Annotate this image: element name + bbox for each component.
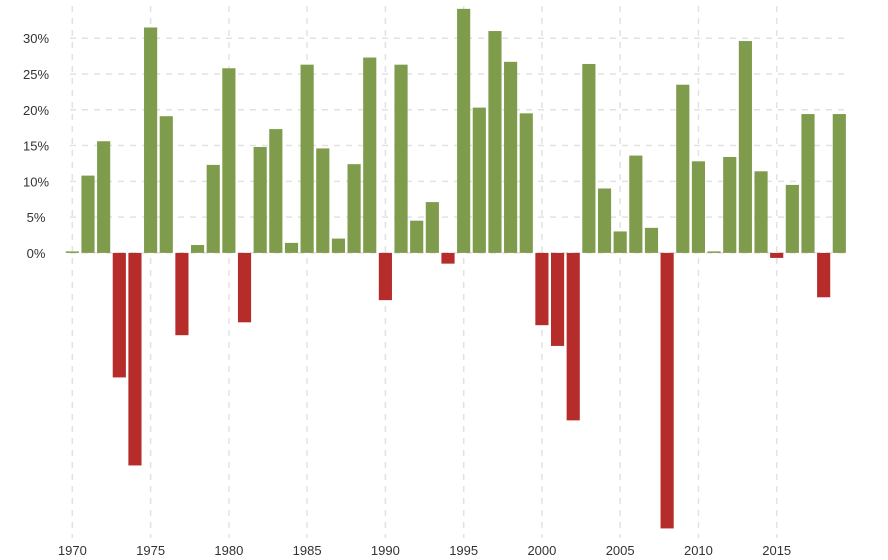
bar-1986 (316, 148, 330, 253)
bar-1970 (65, 251, 79, 253)
bar-2005 (613, 231, 627, 253)
bar-1997 (488, 31, 502, 253)
x-tick-label: 1975 (136, 543, 165, 558)
y-tick-label: 0% (27, 246, 46, 261)
bar-1981 (237, 252, 252, 323)
bar-2014 (754, 171, 768, 253)
x-tick-label: 2010 (684, 543, 713, 558)
bar-2010 (691, 161, 706, 253)
bar-2009 (676, 84, 690, 253)
x-tick-label: 1970 (58, 543, 87, 558)
y-axis-labels: 0% 5% 10% 15% 20% 25% 30% (23, 31, 49, 261)
bar-1987 (331, 238, 346, 253)
bar-1976 (159, 116, 173, 253)
x-tick-label: 2015 (762, 543, 791, 558)
x-tick-label: 1995 (449, 543, 478, 558)
bar-1972 (97, 141, 111, 253)
bar-1992 (410, 220, 424, 253)
bar-1990 (378, 252, 392, 301)
bar-1998 (504, 61, 518, 253)
bar-1994 (441, 252, 455, 264)
x-axis-labels: 1970 1975 1980 1985 1990 1995 2000 2005 2010 2015 (58, 543, 791, 558)
bar-2015 (770, 252, 784, 258)
x-tick-label: 2000 (527, 543, 556, 558)
x-tick-label: 1985 (293, 543, 322, 558)
bar-2018 (817, 252, 831, 298)
bar-2002 (566, 252, 580, 421)
bar-1975 (144, 27, 158, 253)
y-tick-label: 30% (23, 31, 49, 46)
bar-1971 (81, 175, 95, 253)
x-tick-label: 2005 (606, 543, 635, 558)
y-tick-label: 15% (23, 139, 49, 154)
x-tick-label: 1990 (371, 543, 400, 558)
bar-1978 (190, 245, 205, 253)
bar-2004 (597, 188, 612, 253)
bar-1995 (457, 8, 471, 253)
bar-1982 (253, 146, 267, 253)
bar-2000 (535, 252, 549, 326)
y-tick-label: 20% (23, 103, 49, 118)
bar-1973 (112, 252, 126, 378)
bar-1984 (284, 242, 299, 253)
bar-1999 (519, 113, 533, 253)
bar-2017 (801, 114, 815, 253)
bar-2006 (629, 155, 643, 253)
bar-1988 (347, 164, 361, 253)
bar-1985 (300, 64, 314, 253)
bar-2016 (785, 184, 799, 253)
y-tick-label: 10% (23, 174, 49, 189)
bar-1977 (175, 252, 189, 336)
x-tick-label: 1980 (214, 543, 243, 558)
bar-1974 (128, 252, 142, 466)
y-tick-label: 25% (23, 67, 49, 82)
bar-1983 (269, 129, 283, 253)
bar-1991 (394, 64, 408, 253)
bar-2008 (660, 252, 674, 529)
bar-1979 (206, 164, 220, 253)
bar-1993 (425, 202, 439, 253)
bar-2003 (582, 63, 596, 253)
bar-2001 (550, 252, 565, 346)
bar-2019 (832, 114, 846, 253)
bar-1996 (472, 107, 486, 253)
y-tick-label: 5% (27, 210, 46, 225)
bar-2011 (707, 251, 721, 253)
bar-2013 (738, 41, 752, 253)
bars (65, 8, 846, 529)
bar-2007 (644, 227, 659, 253)
bar-1989 (363, 57, 377, 253)
bar-1980 (222, 68, 236, 253)
bar-2012 (723, 157, 737, 253)
